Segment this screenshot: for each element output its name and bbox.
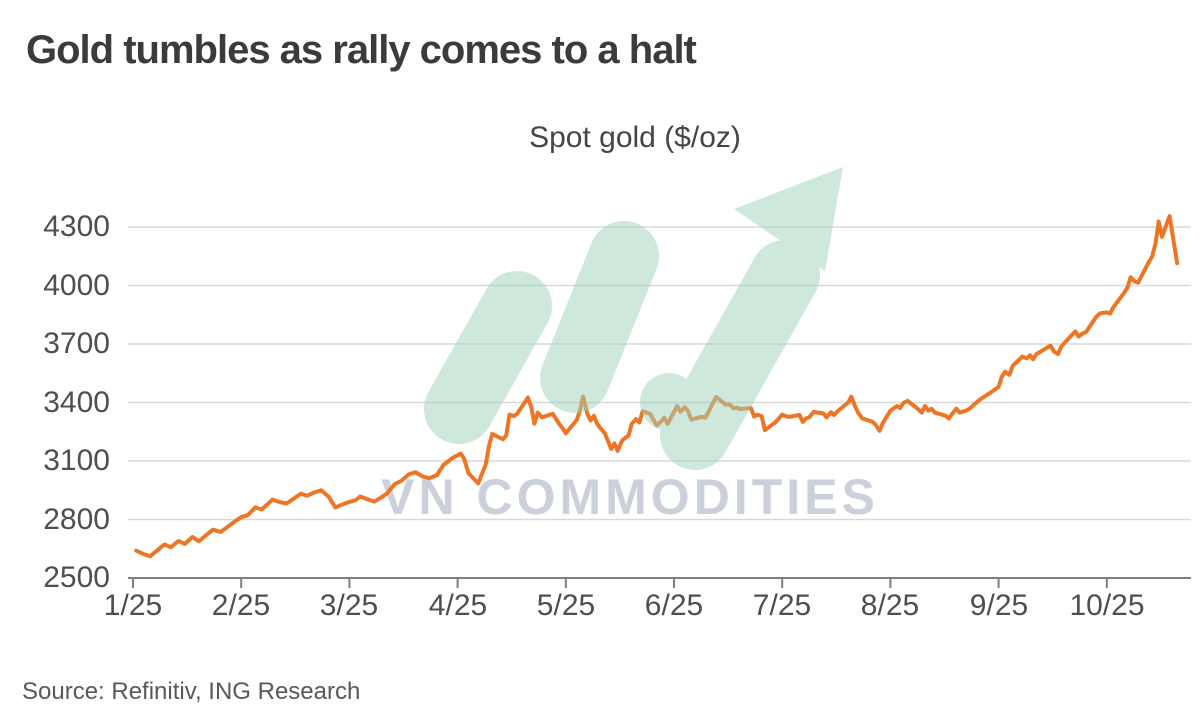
x-axis-label: 1/25 bbox=[103, 589, 163, 622]
x-axis-label: 5/25 bbox=[536, 589, 596, 622]
y-axis-label: 3100 bbox=[43, 444, 110, 477]
x-axis-label: 3/25 bbox=[319, 589, 379, 622]
y-axis-label: 4300 bbox=[43, 210, 110, 243]
x-axis-label: 8/25 bbox=[860, 589, 920, 622]
arrow-bar-icon bbox=[424, 271, 552, 444]
up-trend-arrow-icon bbox=[424, 167, 843, 470]
y-axis-label: 2800 bbox=[43, 503, 110, 536]
x-axis-label: 6/25 bbox=[644, 589, 704, 622]
x-axis-label: 2/25 bbox=[211, 589, 271, 622]
source-text: Source: Refinitiv, ING Research bbox=[22, 678, 361, 705]
y-axis-label: 3700 bbox=[43, 327, 110, 360]
x-axis-label: 9/25 bbox=[969, 589, 1029, 622]
x-axis-label: 7/25 bbox=[752, 589, 812, 622]
y-axis-label: 4000 bbox=[43, 269, 110, 302]
x-axis-label: 10/25 bbox=[1069, 589, 1145, 622]
chart-subtitle: Spot gold ($/oz) bbox=[529, 121, 741, 154]
x-axis-label: 4/25 bbox=[428, 589, 488, 622]
arrow-bar-icon bbox=[540, 221, 659, 413]
page-title: Gold tumbles as rally comes to a halt bbox=[26, 28, 697, 72]
y-axis-label: 3400 bbox=[43, 386, 110, 419]
watermark-text: VN COMMODITIES bbox=[381, 469, 879, 525]
y-axis-label: 2500 bbox=[43, 561, 110, 594]
arrow-shaft-icon bbox=[660, 240, 820, 470]
arrow-head-icon bbox=[734, 167, 843, 271]
